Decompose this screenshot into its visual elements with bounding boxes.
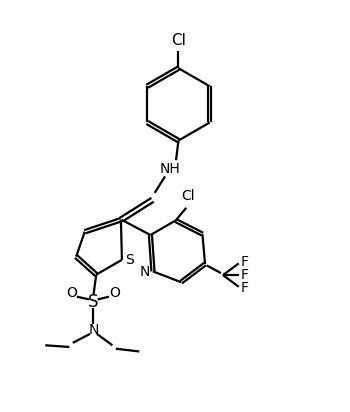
Text: Cl: Cl (171, 33, 186, 48)
Text: N: N (88, 323, 99, 337)
Text: O: O (66, 286, 77, 300)
Text: NH: NH (160, 162, 180, 176)
Text: Cl: Cl (181, 189, 195, 203)
Text: F: F (241, 268, 249, 282)
Text: S: S (125, 253, 133, 267)
Text: S: S (88, 293, 99, 311)
Text: F: F (241, 255, 249, 269)
Text: F: F (241, 281, 249, 295)
Text: O: O (109, 286, 120, 300)
Text: N: N (139, 265, 149, 279)
